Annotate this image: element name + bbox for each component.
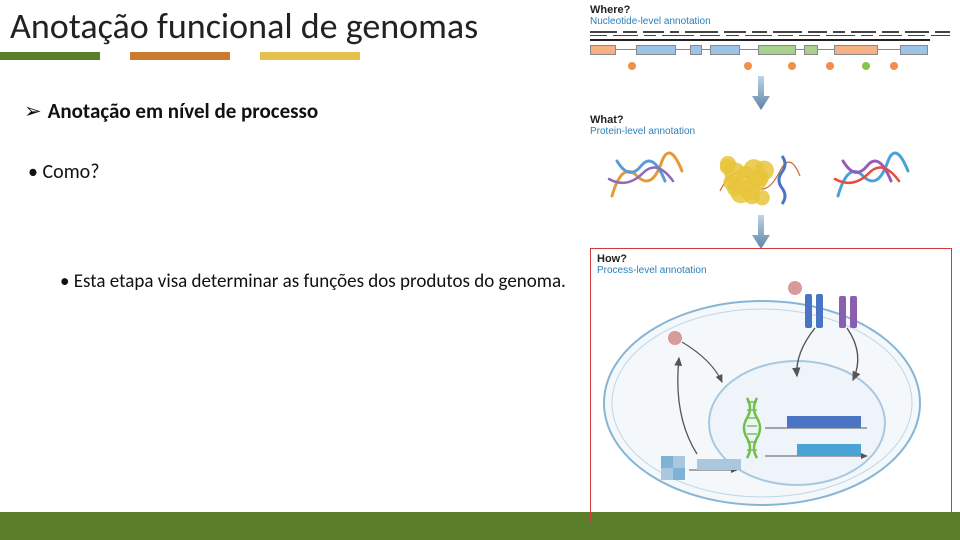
nucleotide-track bbox=[590, 31, 950, 72]
protein-ribbon-icon bbox=[710, 141, 810, 211]
body-text: Esta etapa visa determinar as funções do… bbox=[60, 262, 570, 302]
panel-how-box: How? Process-level annotation bbox=[590, 248, 952, 522]
slide-title: Anotação funcional de genomas bbox=[10, 4, 478, 48]
protein-ribbon-icon bbox=[823, 141, 923, 211]
panel-what-sub: Protein-level annotation bbox=[590, 126, 950, 137]
protein-structures bbox=[590, 141, 930, 211]
panel-how-sub: Process-level annotation bbox=[597, 265, 945, 276]
panel-where-title: Where? bbox=[590, 4, 950, 16]
panel-where-sub: Nucleotide-level annotation bbox=[590, 16, 950, 27]
panel-how-title: How? bbox=[597, 253, 945, 265]
cell-diagram bbox=[597, 278, 945, 510]
title-underline bbox=[0, 52, 360, 60]
protein-ribbon-icon bbox=[597, 141, 697, 211]
question-label: Como? bbox=[28, 160, 100, 184]
arrow-down-icon bbox=[590, 76, 930, 114]
annotation-diagram: Where? Nucleotide-level annotation What?… bbox=[590, 4, 950, 253]
section-subtitle: Anotação em nível de processo bbox=[24, 98, 318, 124]
panel-what-title: What? bbox=[590, 114, 950, 126]
